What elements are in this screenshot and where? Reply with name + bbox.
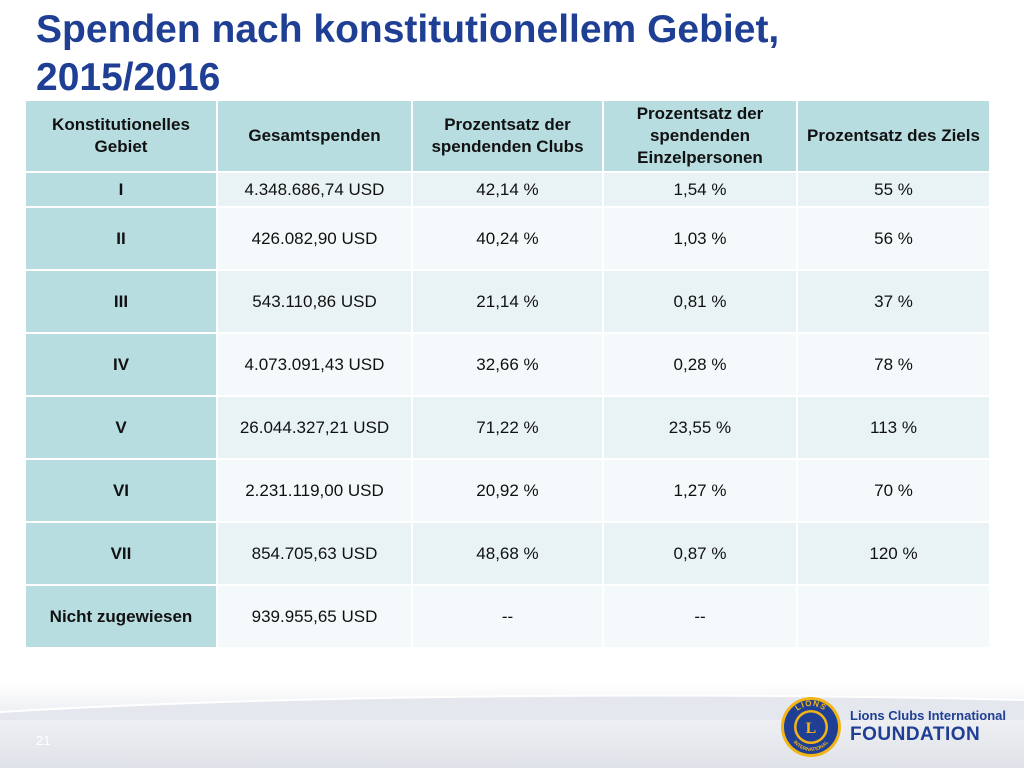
total-cell: 26.044.327,21 USD: [217, 396, 413, 460]
table-row: VII 854.705,63 USD 48,68 % 0,87 % 120 %: [26, 522, 991, 586]
slide-title: Spenden nach konstitutionellem Gebiet, 2…: [36, 6, 936, 102]
emblem-letter: L: [806, 720, 817, 737]
header-individuals-percent: Prozentsatz der spendenden Einzelpersone…: [603, 101, 798, 173]
individuals-cell: 0,81 %: [603, 270, 798, 334]
total-cell: 543.110,86 USD: [217, 270, 413, 334]
clubs-cell: 48,68 %: [412, 522, 604, 586]
slide-title-line-1: Spenden nach konstitutionellem Gebiet,: [36, 8, 780, 51]
total-cell: 426.082,90 USD: [217, 207, 413, 271]
slide-title-line-2: 2015/2016: [36, 56, 221, 99]
goal-cell: 56 %: [797, 207, 991, 271]
clubs-cell: 32,66 %: [412, 333, 604, 397]
goal-cell: 113 %: [797, 396, 991, 460]
logo-line-1: Lions Clubs International: [850, 708, 1007, 723]
individuals-cell: 1,27 %: [603, 459, 798, 523]
individuals-cell: 1,54 %: [603, 172, 798, 208]
clubs-cell: 42,14 %: [412, 172, 604, 208]
area-cell: II: [26, 207, 218, 271]
total-cell: 939.955,65 USD: [217, 585, 413, 649]
area-cell: III: [26, 270, 218, 334]
header-area: Konstitutionelles Gebiet: [26, 101, 218, 173]
clubs-cell: --: [412, 585, 604, 649]
table-row: I 4.348.686,74 USD 42,14 % 1,54 % 55 %: [26, 172, 991, 208]
total-cell: 4.073.091,43 USD: [217, 333, 413, 397]
area-cell: I: [26, 172, 218, 208]
goal-cell: 120 %: [797, 522, 991, 586]
area-cell: V: [26, 396, 218, 460]
individuals-cell: 1,03 %: [603, 207, 798, 271]
total-cell: 4.348.686,74 USD: [217, 172, 413, 208]
table-row: V 26.044.327,21 USD 71,22 % 23,55 % 113 …: [26, 396, 991, 460]
area-cell: VII: [26, 522, 218, 586]
table-row: IV 4.073.091,43 USD 32,66 % 0,28 % 78 %: [26, 333, 991, 397]
table-row: Nicht zugewiesen 939.955,65 USD -- --: [26, 585, 991, 649]
individuals-cell: --: [603, 585, 798, 649]
lions-emblem-icon: LIONS INTERNATIONAL L: [781, 697, 841, 757]
header-clubs-percent: Prozentsatz der spendenden Clubs: [412, 101, 604, 173]
foundation-logo-text: Lions Clubs International FOUNDATION: [850, 708, 1020, 746]
table-row: VI 2.231.119,00 USD 20,92 % 1,27 % 70 %: [26, 459, 991, 523]
individuals-cell: 23,55 %: [603, 396, 798, 460]
goal-cell: [797, 585, 991, 649]
clubs-cell: 20,92 %: [412, 459, 604, 523]
table-row: III 543.110,86 USD 21,14 % 0,81 % 37 %: [26, 270, 991, 334]
header-goal-percent: Prozentsatz des Ziels: [797, 101, 991, 173]
goal-cell: 55 %: [797, 172, 991, 208]
slide-number: 21: [36, 733, 51, 748]
svg-text:LIONS: LIONS: [794, 699, 829, 713]
area-cell: VI: [26, 459, 218, 523]
footer-swoosh: [0, 694, 1024, 720]
total-cell: 2.231.119,00 USD: [217, 459, 413, 523]
table-row: II 426.082,90 USD 40,24 % 1,03 % 56 %: [26, 207, 991, 271]
header-total: Gesamtspenden: [217, 101, 413, 173]
individuals-cell: 0,87 %: [603, 522, 798, 586]
emblem-top-text: LIONS: [794, 699, 828, 713]
clubs-cell: 40,24 %: [412, 207, 604, 271]
donations-table: Konstitutionelles Gebiet Gesamtspenden P…: [26, 101, 991, 649]
logo-line-2: FOUNDATION: [850, 724, 981, 745]
area-cell: Nicht zugewiesen: [26, 585, 218, 649]
clubs-cell: 71,22 %: [412, 396, 604, 460]
goal-cell: 78 %: [797, 333, 991, 397]
total-cell: 854.705,63 USD: [217, 522, 413, 586]
area-cell: IV: [26, 333, 218, 397]
clubs-cell: 21,14 %: [412, 270, 604, 334]
goal-cell: 37 %: [797, 270, 991, 334]
individuals-cell: 0,28 %: [603, 333, 798, 397]
goal-cell: 70 %: [797, 459, 991, 523]
table-header-row: Konstitutionelles Gebiet Gesamtspenden P…: [26, 101, 991, 173]
